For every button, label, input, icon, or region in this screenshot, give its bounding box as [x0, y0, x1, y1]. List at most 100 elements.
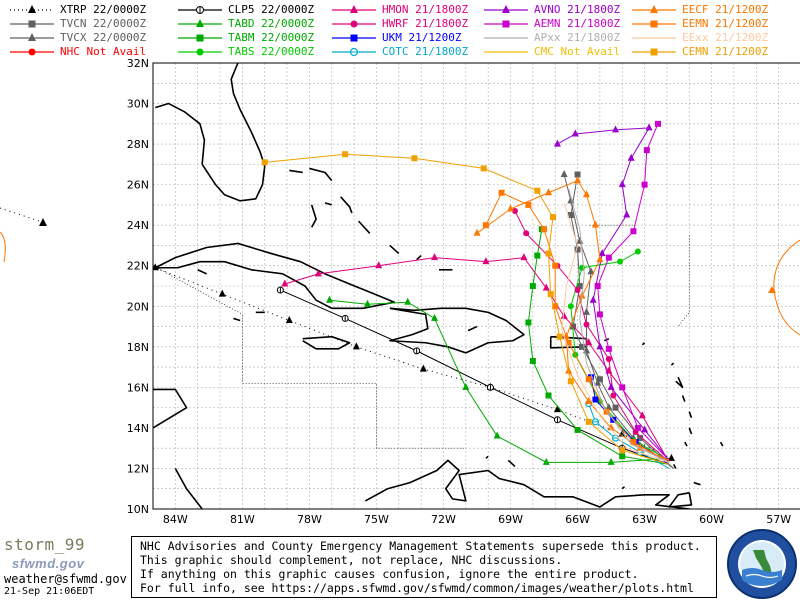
- track-aemn: [594, 120, 670, 461]
- lat-tick-label: 14N: [127, 422, 149, 435]
- coastline-segment: [201, 63, 266, 202]
- lat-tick-label: 16N: [127, 381, 149, 394]
- track-eemn: [482, 189, 670, 463]
- lat-tick-label: 10N: [127, 503, 149, 516]
- track-avno: [553, 123, 670, 461]
- lat-tick-label: 32N: [127, 57, 149, 70]
- track-tvcn: [567, 171, 674, 469]
- coastline-segment: [364, 459, 690, 509]
- track-hmon: [281, 253, 670, 463]
- lat-tick-label: 20N: [127, 300, 149, 313]
- legend-swatch-icon: [332, 34, 376, 42]
- legend-swatch-icon: [484, 37, 528, 39]
- lon-tick-label: 84W: [163, 513, 188, 526]
- model-legend: XTRP 22/0000Z TVCN 22/0000Z TVCX 22/0000Z N…: [0, 0, 800, 60]
- lon-tick-label: 57W: [766, 513, 791, 526]
- coastline-segment: [693, 481, 701, 486]
- coastline-segment: [197, 269, 207, 275]
- model-tracks: [153, 120, 675, 469]
- coastline-segment: [668, 491, 693, 508]
- legend-swatch-icon: [484, 51, 528, 53]
- legend-swatch-icon: [332, 47, 376, 57]
- track-tabd: [326, 295, 670, 465]
- coastline-segment: [310, 204, 317, 228]
- coastline-segment: [389, 307, 525, 354]
- coastline-segment: [670, 362, 675, 366]
- legend-label: TABM 22/0000Z: [228, 31, 315, 44]
- lon-tick-label: 60W: [699, 513, 724, 526]
- legend-label: CLP5 22/0000Z: [228, 3, 315, 16]
- contact-email[interactable]: weather@sfwmd.gov: [4, 572, 127, 586]
- legend-label: TVCX 22/0000Z: [60, 31, 147, 44]
- coastline-segment: [507, 459, 516, 468]
- disclaimer-line-3: If anything on this graphic causes confu…: [140, 567, 639, 581]
- lat-tick-label: 22N: [127, 260, 149, 273]
- lat-tick-label: 18N: [127, 341, 149, 354]
- legend-label: COTC 21/1800Z: [382, 45, 469, 58]
- coastline-segment: [688, 427, 693, 435]
- lon-tick-label: 63W: [632, 513, 657, 526]
- coastline-segment: [684, 441, 688, 447]
- brand-logo: sfwmd.gov: [12, 556, 85, 571]
- legend-label: AEMN 21/1800Z: [534, 17, 621, 30]
- lon-tick-label: 69W: [498, 513, 523, 526]
- coastline-segment: [302, 335, 351, 350]
- coastline-segment: [154, 242, 396, 310]
- legend-swatch-icon: [10, 48, 54, 56]
- legend-label: CMC Not Avail: [534, 45, 621, 58]
- coastline-segment: [233, 317, 241, 322]
- legend-swatch-icon: [632, 5, 676, 13]
- disclaimer-line-1: NHC Advisories and County Emergency Mana…: [140, 539, 701, 553]
- legend-swatch-icon: [484, 20, 528, 28]
- legend-swatch-icon: [10, 5, 54, 13]
- coastline-segment: [621, 486, 626, 490]
- storm-name: storm_99: [4, 535, 86, 554]
- legend-label: CEMN 21/1200Z: [682, 45, 769, 58]
- track-tabs: [567, 248, 670, 461]
- disclaimer-line-2: This graphic should complement, not repl…: [140, 553, 563, 567]
- axis-labels: 84W 81W 78W 75W 72W 69W 66W 63W 60W 57W 32N 30N 28N 2…: [127, 57, 791, 526]
- zone-boundary: [677, 235, 690, 327]
- legend-label: EExx 21/1200Z: [682, 31, 769, 44]
- lat-tick-label: 30N: [127, 98, 149, 111]
- lon-tick-label: 75W: [364, 513, 389, 526]
- lat-tick-label: 12N: [127, 462, 149, 475]
- lat-lon-grid: [153, 63, 800, 509]
- track-map: 84W 81W 78W 75W 72W 69W 66W 63W 60W 57W 32N 30N 28N 2…: [0, 57, 800, 526]
- legend-label: TABS 22/0000Z: [228, 45, 315, 58]
- lat-tick-label: 26N: [127, 179, 149, 192]
- coastline-segment: [340, 196, 353, 214]
- lat-tick-label: 28N: [127, 138, 149, 151]
- legend-label: TVCN 22/0000Z: [60, 17, 147, 30]
- legend-swatch-icon: [632, 20, 676, 28]
- legend-label: AVNO 21/1800Z: [534, 3, 621, 16]
- lon-tick-label: 78W: [297, 513, 322, 526]
- legend-swatch-icon: [484, 5, 528, 13]
- legend-swatch-icon: [332, 5, 376, 13]
- legend-label: TABD 22/0000Z: [228, 17, 315, 30]
- timestamp: 21-Sep 21:06EDT: [4, 586, 95, 597]
- legend-swatch-icon: [178, 48, 222, 56]
- coastline-segment: [324, 202, 332, 206]
- outer-xtrp-marker: [39, 218, 47, 226]
- legend-label: UKM 21/1200Z: [382, 31, 462, 44]
- lon-tick-label: 66W: [565, 513, 590, 526]
- legend-label: EECF 21/1200Z: [682, 3, 769, 16]
- disclaimer-box: NHC Advisories and County Emergency Mana…: [131, 536, 717, 598]
- coastline-segment: [153, 388, 188, 429]
- legend-label: HMON 21/1800Z: [382, 3, 469, 16]
- coastline-segment: [688, 411, 693, 419]
- coastline-segment: [672, 464, 677, 469]
- coastline-segment: [174, 468, 203, 509]
- coastline-segment: [416, 254, 422, 261]
- legend-swatch-icon: [332, 20, 376, 28]
- lon-tick-label: 72W: [431, 513, 456, 526]
- coastline-segment: [641, 342, 646, 346]
- legend-swatch-icon: [10, 33, 54, 41]
- outer-xtrp-track: [0, 207, 43, 223]
- map-frame: [152, 62, 800, 510]
- track-cemn: [261, 151, 670, 465]
- disclaimer-line-4[interactable]: For full info, see https://apps.sfwmd.go…: [140, 581, 694, 595]
- outer-track-east: [773, 239, 800, 336]
- coastline-segment: [681, 395, 686, 402]
